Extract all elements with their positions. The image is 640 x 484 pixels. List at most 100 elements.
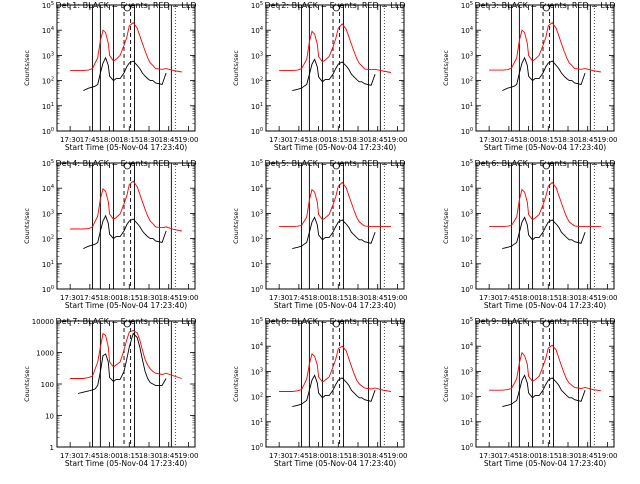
x-tick-label: 18:15 [538, 294, 558, 302]
y-tick-label: 100 [461, 443, 473, 452]
y-tick-label: 105 [42, 159, 54, 168]
x-tick-label: 18:30 [139, 136, 159, 144]
lld-series-line [489, 181, 601, 228]
plot-panel-5: Det 5: BLACK = Events, RED = LLD10010110… [232, 159, 408, 310]
plot-panel-6: Det 6: BLACK = Events, RED = LLD10010110… [442, 159, 618, 310]
x-tick-label: 18:30 [558, 136, 578, 144]
y-axis-label: Counts/sec [232, 208, 240, 244]
y-tick-label: 100 [461, 127, 473, 136]
top-marker-circle [123, 162, 131, 170]
lld-series-line [70, 180, 182, 232]
x-axis-label: Start Time (05-Nov-04 17:23:40) [484, 459, 606, 468]
top-marker-circle [542, 4, 550, 12]
y-tick-label: 104 [251, 184, 263, 193]
y-tick-label: 102 [251, 77, 263, 86]
events-series-line [292, 58, 376, 92]
lld-series-line [489, 21, 601, 73]
y-axis-label: Counts/sec [442, 50, 450, 86]
x-tick-label: 18:30 [558, 294, 578, 302]
x-tick-label: 18:00 [518, 452, 538, 460]
y-tick-label: 104 [42, 184, 54, 193]
y-axis-label: Counts/sec [23, 50, 31, 86]
events-series-line [292, 216, 376, 250]
x-tick-label: 18:45 [159, 294, 179, 302]
y-tick-label: 104 [461, 26, 473, 35]
x-tick-label: 17:30 [479, 136, 499, 144]
x-tick-label: 18:00 [308, 136, 328, 144]
y-tick-label: 100 [251, 285, 263, 294]
x-axis-label: Start Time (05-Nov-04 17:23:40) [274, 301, 396, 310]
x-tick-label: 17:30 [269, 294, 289, 302]
y-tick-label: 102 [461, 393, 473, 402]
y-tick-label: 102 [251, 235, 263, 244]
y-tick-label: 100 [251, 127, 263, 136]
y-tick-label: 105 [461, 1, 473, 10]
y-tick-label: 1000 [36, 350, 54, 358]
x-tick-label: 19:00 [387, 136, 407, 144]
lld-series-line [279, 345, 391, 392]
x-tick-label: 18:00 [308, 294, 328, 302]
y-tick-label: 105 [461, 159, 473, 168]
y-tick-label: 104 [461, 184, 473, 193]
plot-panel-7: Det 7: BLACK = Events, RED = LLD11010010… [23, 317, 199, 468]
x-tick-label: 17:45 [289, 294, 309, 302]
y-axis-label: Counts/sec [23, 208, 31, 244]
x-axis-label: Start Time (05-Nov-04 17:23:40) [274, 143, 396, 152]
x-tick-label: 18:45 [578, 136, 598, 144]
x-tick-label: 18:00 [518, 294, 538, 302]
x-tick-label: 17:30 [479, 452, 499, 460]
x-tick-label: 19:00 [387, 452, 407, 460]
y-tick-label: 103 [251, 367, 263, 376]
x-tick-label: 19:00 [178, 452, 198, 460]
x-tick-label: 19:00 [178, 136, 198, 144]
lld-series-line [279, 181, 391, 228]
x-tick-label: 17:30 [60, 136, 80, 144]
x-tick-label: 18:45 [159, 452, 179, 460]
events-series-line [502, 56, 586, 92]
plot-panel-3: Det 3: BLACK = Events, RED = LLD10010110… [442, 1, 618, 152]
y-tick-label: 103 [461, 367, 473, 376]
events-series-line [83, 56, 167, 92]
plot-frame [475, 162, 615, 290]
x-tick-label: 18:00 [99, 452, 119, 460]
top-marker-circle [332, 4, 340, 12]
lld-series-line [70, 330, 183, 379]
x-axis-label: Start Time (05-Nov-04 17:23:40) [65, 459, 187, 468]
x-tick-label: 18:45 [368, 294, 388, 302]
x-tick-label: 18:45 [578, 452, 598, 460]
y-tick-label: 102 [251, 393, 263, 402]
y-tick-label: 105 [461, 317, 473, 326]
x-tick-label: 18:15 [538, 452, 558, 460]
y-tick-label: 101 [461, 418, 473, 427]
x-tick-label: 18:15 [119, 136, 139, 144]
x-tick-label: 18:45 [578, 294, 598, 302]
top-marker-circle [332, 320, 340, 328]
y-tick-label: 104 [42, 26, 54, 35]
x-tick-label: 17:30 [269, 452, 289, 460]
y-tick-label: 101 [42, 102, 54, 111]
y-axis-label: Counts/sec [442, 366, 450, 402]
x-tick-label: 18:30 [139, 452, 159, 460]
x-axis-label: Start Time (05-Nov-04 17:23:40) [484, 143, 606, 152]
x-tick-label: 19:00 [387, 294, 407, 302]
x-tick-label: 18:30 [348, 136, 368, 144]
y-tick-label: 10 [45, 413, 54, 421]
y-tick-label: 102 [461, 77, 473, 86]
y-tick-label: 105 [42, 1, 54, 10]
y-tick-label: 101 [461, 260, 473, 269]
x-tick-label: 18:00 [99, 136, 119, 144]
y-tick-label: 105 [251, 159, 263, 168]
plot-panel-9: Det 9: BLACK = Events, RED = LLD10010110… [442, 317, 618, 468]
x-tick-label: 18:30 [139, 294, 159, 302]
y-tick-label: 102 [42, 235, 54, 244]
x-tick-label: 18:15 [328, 452, 348, 460]
x-tick-label: 18:45 [159, 136, 179, 144]
y-tick-label: 10000 [32, 318, 54, 326]
y-tick-label: 100 [461, 285, 473, 294]
plot-panel-2: Det 2: BLACK = Events, RED = LLD10010110… [232, 1, 408, 152]
x-tick-label: 19:00 [597, 136, 617, 144]
x-tick-label: 18:00 [518, 136, 538, 144]
y-tick-label: 1 [50, 444, 54, 452]
x-tick-label: 18:30 [558, 452, 578, 460]
